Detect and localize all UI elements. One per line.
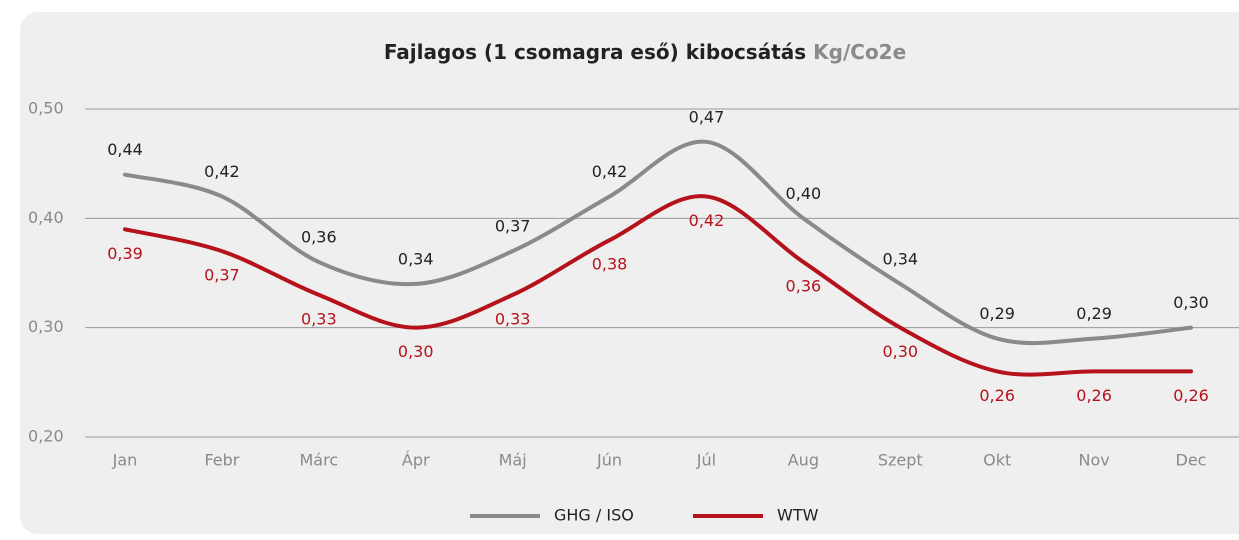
chart-title: Fajlagos (1 csomagra eső) kibocsátás Kg/… <box>384 40 906 64</box>
data-label: 0,33 <box>495 309 531 328</box>
data-label: 0,30 <box>398 342 434 361</box>
title-main: Fajlagos (1 csomagra eső) kibocsátás <box>384 40 806 64</box>
data-label: 0,29 <box>979 304 1015 323</box>
data-label: 0,34 <box>882 249 918 268</box>
x-tick-label: Márc <box>299 451 338 470</box>
x-tick-label: Júl <box>696 451 716 470</box>
x-tick-label: Máj <box>499 451 527 470</box>
data-label: 0,40 <box>786 184 822 203</box>
x-tick-label: Febr <box>204 451 239 470</box>
data-label: 0,26 <box>979 386 1015 405</box>
data-label: 0,42 <box>592 162 628 181</box>
x-tick-label: Nov <box>1078 451 1109 470</box>
data-label: 0,37 <box>495 217 531 236</box>
data-label: 0,39 <box>107 244 143 263</box>
x-tick-label: Aug <box>788 451 819 470</box>
data-label: 0,36 <box>301 228 337 247</box>
data-label: 0,44 <box>107 140 143 159</box>
data-label: 0,42 <box>689 211 725 230</box>
data-label: 0,30 <box>882 342 918 361</box>
data-label: 0,47 <box>689 107 725 126</box>
y-tick-label: 0,20 <box>28 427 64 446</box>
legend-label: GHG / ISO <box>554 506 634 525</box>
x-tick-label: Ápr <box>402 451 430 470</box>
y-tick-label: 0,30 <box>28 317 64 336</box>
x-tick-label: Okt <box>983 451 1011 470</box>
x-tick-label: Szept <box>878 451 923 470</box>
data-label: 0,30 <box>1173 293 1209 312</box>
x-tick-label: Jan <box>112 451 138 470</box>
data-label: 0,38 <box>592 255 628 274</box>
x-tick-label: Jún <box>596 451 622 470</box>
data-label: 0,42 <box>204 162 240 181</box>
title-unit: Kg/Co2e <box>813 40 906 64</box>
y-tick-label: 0,40 <box>28 208 64 227</box>
data-label: 0,37 <box>204 266 240 285</box>
data-label: 0,36 <box>786 277 822 296</box>
series-line <box>123 139 1193 346</box>
series-line <box>123 194 1193 377</box>
x-tick-label: Dec <box>1176 451 1207 470</box>
data-label: 0,26 <box>1076 386 1112 405</box>
data-label: 0,29 <box>1076 304 1112 323</box>
data-label: 0,34 <box>398 249 434 268</box>
data-label: 0,26 <box>1173 386 1209 405</box>
chart-background <box>20 12 1239 534</box>
legend-label: WTW <box>777 506 819 525</box>
data-label: 0,33 <box>301 309 337 328</box>
y-tick-label: 0,50 <box>28 99 64 118</box>
